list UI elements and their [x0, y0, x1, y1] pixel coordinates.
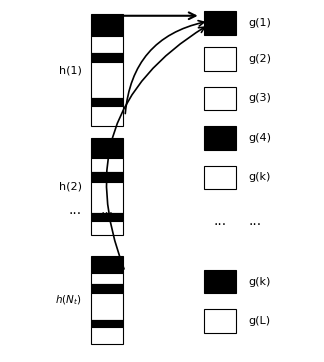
Bar [204, 166, 236, 189]
Bar [91, 293, 123, 320]
Bar [91, 182, 123, 212]
Text: h(1): h(1) [59, 65, 82, 75]
Bar [91, 63, 123, 98]
Text: ...: ... [69, 203, 82, 217]
Text: g(2): g(2) [249, 54, 272, 64]
Bar [204, 11, 236, 35]
Bar [204, 47, 236, 71]
Text: $h(N_t)$: $h(N_t)$ [55, 294, 82, 307]
Bar [91, 220, 123, 235]
Bar [91, 256, 123, 273]
Bar [204, 310, 236, 333]
Bar [91, 138, 123, 157]
Text: g(1): g(1) [249, 18, 272, 28]
Bar [91, 273, 123, 284]
Bar [91, 54, 123, 63]
Text: ...: ... [249, 214, 262, 227]
Text: g(4): g(4) [249, 133, 272, 143]
Bar [91, 14, 123, 35]
Bar [91, 320, 123, 327]
Text: ...: ... [213, 214, 226, 227]
Text: ...: ... [101, 203, 114, 217]
Bar [91, 172, 123, 182]
Text: g(L): g(L) [249, 316, 271, 326]
Bar [204, 126, 236, 150]
Bar [91, 327, 123, 345]
Text: g(k): g(k) [249, 172, 271, 182]
Bar [91, 212, 123, 220]
Bar [91, 106, 123, 126]
Bar [91, 98, 123, 106]
Bar [204, 270, 236, 293]
Bar [91, 284, 123, 293]
Bar [91, 157, 123, 172]
Text: h(2): h(2) [59, 181, 82, 191]
Bar [204, 87, 236, 110]
Bar [91, 35, 123, 54]
Text: g(k): g(k) [249, 277, 271, 287]
Text: g(3): g(3) [249, 93, 272, 104]
